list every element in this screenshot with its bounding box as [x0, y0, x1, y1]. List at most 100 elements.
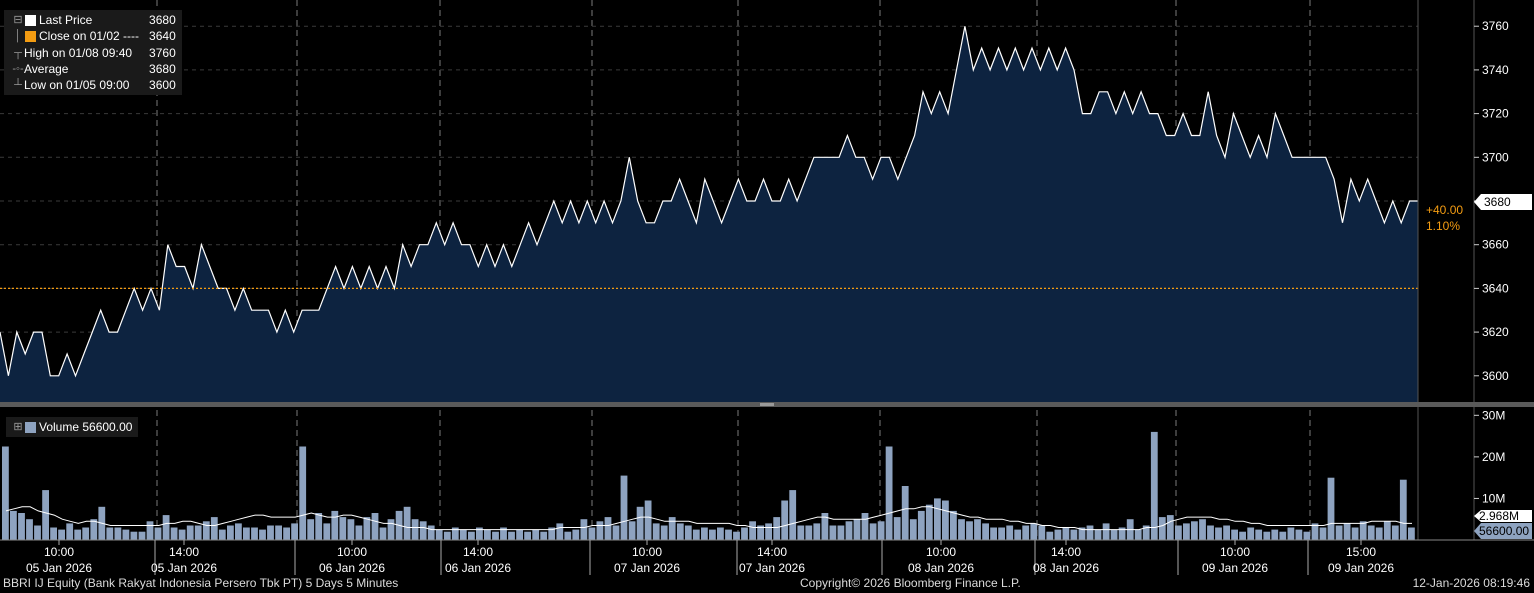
volume-bar — [652, 523, 660, 540]
legend-row-volume: ⊞ Volume 56600.00 — [12, 419, 132, 435]
volume-bar — [532, 529, 540, 540]
volume-average-tag: 2.968M — [1474, 509, 1532, 523]
volume-bar — [18, 513, 25, 540]
last-price-tag: 3680 — [1474, 194, 1532, 210]
legend-value: 3680 — [149, 61, 176, 76]
volume-bar — [1158, 517, 1166, 540]
volume-bar — [403, 506, 411, 541]
volume-bar — [990, 527, 997, 540]
volume-bar — [974, 519, 981, 540]
volume-bar — [837, 525, 845, 540]
volume-bar — [660, 525, 668, 540]
svg-text:3680: 3680 — [1484, 195, 1511, 209]
volume-bar — [170, 527, 178, 540]
last-price-swatch-icon — [25, 14, 36, 26]
volume-bar — [1239, 531, 1246, 540]
volume-bar — [484, 529, 491, 540]
price-tick-label: 3640 — [1482, 281, 1509, 295]
volume-bar — [42, 490, 49, 540]
volume-bar — [1175, 525, 1182, 540]
volume-bar — [516, 529, 523, 540]
volume-bar — [218, 529, 226, 540]
splitter-grip-icon[interactable] — [760, 403, 774, 406]
volume-bars — [2, 431, 1415, 541]
volume-average-path — [5, 506, 1412, 531]
volume-bar — [588, 527, 596, 540]
legend-row-average: -◦- Average 3680 — [12, 61, 176, 77]
price-tick-label: 3720 — [1482, 107, 1509, 121]
volume-bar — [1030, 523, 1038, 540]
volume-bar — [299, 446, 307, 540]
volume-bar — [323, 523, 331, 540]
volume-bar — [998, 527, 1005, 540]
price-area — [0, 26, 1418, 402]
volume-bar — [725, 529, 732, 540]
volume-bar — [1110, 529, 1118, 540]
volume-bar — [861, 513, 869, 540]
volume-bar — [162, 515, 170, 540]
volume-bar — [1335, 525, 1343, 540]
volume-bar — [572, 529, 580, 540]
volume-bar — [283, 527, 290, 540]
volume-bar — [805, 525, 813, 540]
volume-bar — [1094, 529, 1102, 540]
volume-bar — [1303, 531, 1311, 540]
volume-bar — [604, 517, 612, 540]
volume-axis: 30M 20M 10M — [1474, 408, 1505, 505]
volume-bar — [58, 529, 65, 540]
volume-bar — [10, 510, 17, 540]
copyright: Copyright© 2026 Bloomberg Finance L.P. — [800, 576, 1021, 590]
volume-bar — [1102, 523, 1110, 540]
volume-bar — [210, 517, 218, 540]
volume-bar — [1223, 525, 1230, 540]
volume-bar — [82, 527, 90, 540]
volume-bar — [1134, 529, 1142, 540]
volume-last-tag: 56600.00 — [1474, 523, 1532, 539]
volume-bar — [845, 521, 853, 540]
volume-bar — [468, 531, 475, 540]
volume-bar — [749, 521, 756, 540]
volume-bar — [1166, 515, 1174, 540]
volume-bar — [251, 527, 258, 540]
volume-bar — [1351, 527, 1359, 540]
legend-row-high: ┬ High on 01/08 09:40 3760 — [12, 45, 176, 61]
volume-bar — [66, 523, 74, 540]
volume-bar — [1319, 527, 1327, 540]
collapse-icon[interactable]: ⊞ — [13, 421, 23, 433]
date-tick-label: 09 Jan 2026 — [1202, 561, 1268, 575]
volume-bar — [757, 525, 764, 540]
volume-bar — [114, 527, 122, 540]
volume-bar — [564, 531, 572, 540]
legend-value: 3600 — [149, 78, 176, 93]
volume-bar — [339, 517, 347, 540]
volume-bar — [275, 525, 282, 540]
volume-bar — [781, 500, 789, 540]
volume-bar — [596, 521, 604, 540]
volume-bar — [580, 519, 588, 540]
volume-bar — [307, 519, 315, 540]
volume-bar — [371, 513, 379, 540]
time-axis: 10:00 05 Jan 2026 14:00 05 Jan 2026 10:00 06 … — [26, 540, 1394, 575]
date-tick-label: 07 Jan 2026 — [614, 561, 680, 575]
average-marker-icon: -◦- — [12, 62, 24, 75]
volume-bar — [90, 519, 98, 540]
volume-bar — [1287, 527, 1295, 540]
volume-bar — [942, 500, 949, 540]
svg-text:2.968M: 2.968M — [1479, 509, 1519, 523]
volume-bar — [540, 531, 548, 540]
volume-bar — [853, 519, 861, 540]
volume-bar — [138, 531, 146, 540]
legend-label: Low on 01/05 09:00 — [24, 78, 130, 93]
legend-row-close: │ Close on 01/02 ---- 3640 — [12, 28, 176, 44]
volume-bar — [186, 525, 194, 540]
volume-bar — [1391, 525, 1399, 540]
legend-value: 3680 — [149, 13, 176, 27]
collapse-icon[interactable]: ⊟ — [13, 14, 23, 26]
volume-bar — [106, 527, 114, 540]
high-marker-icon: ┬ — [14, 46, 22, 59]
date-tick-label: 06 Jan 2026 — [445, 561, 511, 575]
volume-bar — [966, 521, 973, 540]
volume-bar — [476, 527, 483, 540]
time-tick-label: 10:00 — [926, 545, 956, 559]
volume-bar — [1070, 529, 1078, 540]
